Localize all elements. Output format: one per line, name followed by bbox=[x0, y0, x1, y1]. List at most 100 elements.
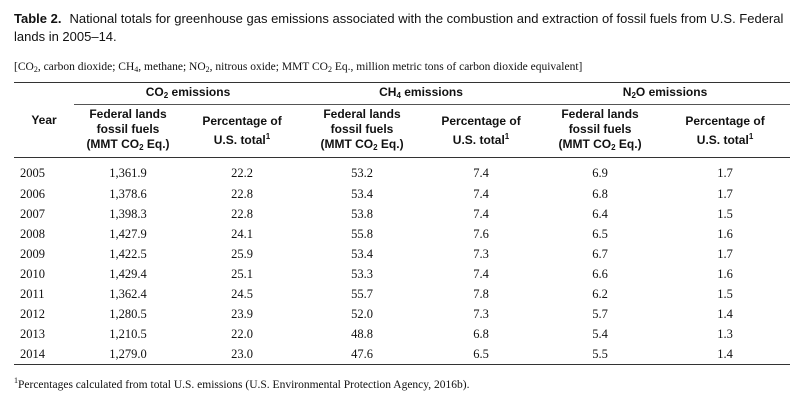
header-line: Percentage of bbox=[685, 114, 765, 128]
footnote-marker: 1 bbox=[748, 132, 754, 141]
co2-federal-cell: 1,398.3 bbox=[109, 206, 147, 221]
group-header-subscript: 2 bbox=[631, 90, 636, 100]
header-line: fossil fuels bbox=[96, 122, 160, 136]
note-subscript: 4 bbox=[134, 65, 139, 74]
header-line: Federal lands bbox=[561, 107, 639, 121]
co2-federal-cell: 1,361.9 bbox=[109, 165, 147, 180]
ch4-federal-cell: 53.4 bbox=[351, 246, 373, 261]
ch4-percentage-cell: 6.8 bbox=[473, 326, 489, 341]
table-row: 2012 1,280.5 23.9 52.0 7.3 5.7 1.4 bbox=[14, 304, 790, 324]
table-caption: National totals for greenhouse gas emiss… bbox=[14, 11, 784, 44]
group-header-row: Year CO2 emissions CH4 emissions N2O emi… bbox=[14, 82, 791, 158]
ch4-federal-cell: 55.7 bbox=[351, 286, 373, 301]
co2-percentage-cell: 25.9 bbox=[231, 246, 253, 261]
note-text: , carbon dioxide; CH bbox=[37, 61, 135, 73]
table-row: 2014 1,279.0 23.0 47.6 6.5 5.5 1.4 bbox=[14, 344, 791, 365]
co2-federal-cell: 1,422.5 bbox=[109, 246, 147, 261]
year-header: Year bbox=[14, 82, 74, 158]
header-line: Federal lands bbox=[323, 107, 401, 121]
ch4-federal-cell: 53.4 bbox=[351, 186, 373, 201]
header-line: Eq.) bbox=[377, 137, 404, 151]
n2o-percentage-cell: 1.6 bbox=[717, 266, 733, 281]
n2o-percentage-cell: 1.7 bbox=[717, 165, 733, 180]
n2o-percentage-cell: 1.7 bbox=[717, 246, 733, 261]
n2o-federal-cell: 6.9 bbox=[592, 165, 608, 180]
n2o-federal-cell: 5.4 bbox=[592, 326, 608, 341]
table-row: 2007 1,398.3 22.8 53.8 7.4 6.4 1.5 bbox=[14, 204, 790, 224]
ch4-federal-cell: 55.8 bbox=[351, 226, 373, 241]
co2-group-header: CO2 emissions bbox=[74, 82, 303, 105]
table-row: 2009 1,422.5 25.9 53.4 7.3 6.7 1.7 bbox=[14, 244, 790, 264]
co2-percentage-cell: 24.1 bbox=[231, 226, 253, 241]
ch4-percentage-cell: 7.3 bbox=[473, 246, 489, 261]
note-text: Eq., million metric tons of carbon dioxi… bbox=[331, 61, 583, 73]
co2-federal-header: Federal lands fossil fuels (MMT CO2 Eq.) bbox=[74, 104, 182, 158]
n2o-percentage-cell: 1.6 bbox=[717, 226, 733, 241]
table-body: 2005 1,361.9 22.2 53.2 7.4 6.9 1.7 2006 1,378.6 2… bbox=[14, 158, 791, 365]
co2-percentage-cell: 23.9 bbox=[231, 306, 253, 321]
note-text: [CO bbox=[14, 61, 34, 73]
group-header-text: emissions bbox=[168, 84, 231, 99]
n2o-percentage-cell: 1.4 bbox=[717, 306, 733, 321]
header-subscript: 2 bbox=[139, 143, 144, 152]
ch4-percentage-cell: 7.4 bbox=[473, 266, 489, 281]
year-cell: 2014 bbox=[14, 344, 74, 365]
n2o-percentage-cell: 1.5 bbox=[717, 206, 733, 221]
n2o-percentage-header: Percentage of U.S. total1 bbox=[660, 104, 791, 158]
footnote-marker: 1 bbox=[14, 376, 18, 385]
n2o-group-header: N2O emissions bbox=[540, 82, 791, 105]
note-text: , methane; NO bbox=[138, 61, 206, 73]
ch4-federal-cell: 47.6 bbox=[302, 344, 423, 365]
year-cell: 2011 bbox=[20, 286, 45, 301]
ch4-percentage-cell: 7.3 bbox=[473, 306, 489, 321]
group-header-text: O emissions bbox=[635, 84, 708, 99]
n2o-percentage-cell: 1.4 bbox=[660, 344, 791, 365]
group-header-text: emissions bbox=[400, 84, 463, 99]
header-line: fossil fuels bbox=[330, 122, 394, 136]
co2-federal-cell: 1,280.5 bbox=[109, 306, 147, 321]
group-header-text: CO bbox=[145, 84, 164, 99]
year-cell: 2009 bbox=[20, 246, 45, 261]
header-line: fossil fuels bbox=[568, 122, 632, 136]
table-row: 2006 1,378.6 22.8 53.4 7.4 6.8 1.7 bbox=[14, 184, 790, 204]
n2o-percentage-cell: 1.5 bbox=[717, 286, 733, 301]
header-line: Eq.) bbox=[143, 137, 170, 151]
co2-percentage-cell: 23.0 bbox=[182, 344, 303, 365]
header-subscript: 2 bbox=[611, 143, 616, 152]
header-line: U.S. total bbox=[452, 133, 505, 147]
co2-percentage-cell: 22.0 bbox=[231, 326, 253, 341]
ch4-federal-cell: 53.3 bbox=[351, 266, 373, 281]
n2o-percentage-cell: 1.7 bbox=[717, 186, 733, 201]
co2-federal-cell: 1,427.9 bbox=[109, 226, 147, 241]
note-text: , nitrous oxide; MMT CO bbox=[209, 61, 328, 73]
ch4-percentage-cell: 7.8 bbox=[473, 286, 489, 301]
table-row: 2011 1,362.4 24.5 55.7 7.8 6.2 1.5 bbox=[14, 284, 790, 304]
header-line: Percentage of bbox=[202, 114, 282, 128]
co2-percentage-header: Percentage of U.S. total1 bbox=[182, 104, 303, 158]
header-line: (MMT CO bbox=[86, 137, 140, 151]
ch4-percentage-cell: 7.4 bbox=[473, 186, 489, 201]
header-line: (MMT CO bbox=[558, 137, 612, 151]
table-row: 2005 1,361.9 22.2 53.2 7.4 6.9 1.7 bbox=[14, 158, 790, 185]
group-header-text: N bbox=[622, 84, 632, 99]
n2o-federal-cell: 6.5 bbox=[592, 226, 608, 241]
n2o-federal-cell: 5.5 bbox=[540, 344, 661, 365]
co2-federal-cell: 1,210.5 bbox=[109, 326, 147, 341]
group-header-subscript: 2 bbox=[163, 90, 169, 100]
ch4-federal-header: Federal lands fossil fuels (MMT CO2 Eq.) bbox=[302, 104, 423, 158]
header-line: Eq.) bbox=[615, 137, 642, 151]
header-subscript: 2 bbox=[373, 143, 378, 152]
table-label: Table 2. bbox=[14, 11, 62, 26]
n2o-federal-cell: 6.8 bbox=[592, 186, 608, 201]
co2-federal-cell: 1,429.4 bbox=[109, 266, 147, 281]
header-line: U.S. total bbox=[213, 133, 266, 147]
n2o-federal-header: Federal lands fossil fuels (MMT CO2 Eq.) bbox=[540, 104, 661, 158]
ch4-federal-cell: 48.8 bbox=[351, 326, 373, 341]
year-cell: 2013 bbox=[20, 326, 45, 341]
year-cell: 2007 bbox=[20, 206, 45, 221]
header-line: Federal lands bbox=[89, 107, 167, 121]
footnote-marker: 1 bbox=[504, 132, 510, 141]
header-line: (MMT CO bbox=[320, 137, 374, 151]
ch4-group-header: CH4 emissions bbox=[302, 82, 541, 105]
note-subscript: 2 bbox=[205, 65, 210, 74]
